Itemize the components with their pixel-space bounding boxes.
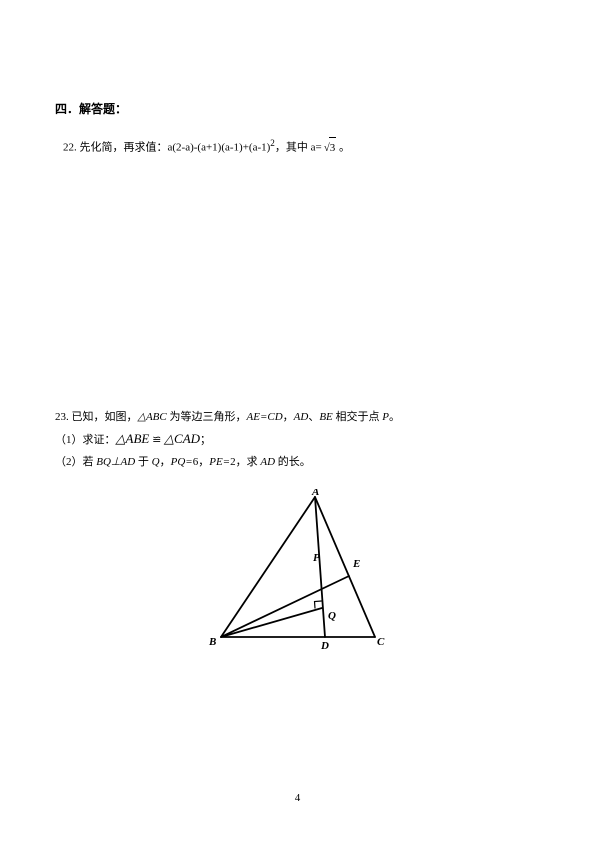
figure-container: A B C D E P Q	[55, 489, 540, 663]
problem-22: 22. 先化简，再求值：a(2-a)-(a+1)(a-1)+(a-1)2，其中 …	[63, 135, 540, 159]
triangle-figure: A B C D E P Q	[203, 489, 393, 663]
t: 于	[135, 456, 152, 468]
t: △ABC	[138, 411, 167, 423]
problem-23: 23. 已知，如图，△ABC 为等边三角形，AE=CD，AD、BE 相交于点 P…	[55, 407, 540, 473]
t: 为等边三角形，	[167, 411, 247, 423]
t: 相交于点	[333, 411, 383, 423]
t: BE	[319, 411, 332, 423]
t: 6，	[193, 456, 210, 468]
svg-text:P: P	[313, 552, 320, 564]
t: AD	[260, 456, 275, 468]
t: （1）求证：	[55, 434, 116, 446]
q22-prefix: 22. 先化简，再求值：a(2-a)-(a+1)(a-1)+(a-1)	[63, 142, 270, 154]
svg-text:D: D	[320, 640, 329, 652]
t: AE=CD	[247, 411, 283, 423]
q22-suffix: 。	[336, 142, 350, 154]
t: 、	[308, 411, 319, 423]
answer-gap	[55, 167, 540, 407]
svg-text:C: C	[377, 636, 385, 648]
t: PQ=	[171, 456, 193, 468]
q23-line3: （2）若 BQ⊥AD 于 Q，PQ=6，PE=2，求 AD 的长。	[55, 452, 540, 473]
t: ，	[160, 456, 171, 468]
t: ，	[283, 411, 294, 423]
svg-text:Q: Q	[328, 610, 336, 622]
page-number: 4	[0, 792, 595, 804]
t: △ABE	[116, 431, 150, 446]
t: 23. 已知，如图，	[55, 411, 138, 423]
t: 。	[389, 411, 400, 423]
t: BQ⊥AD	[96, 456, 135, 468]
q22-sqrt: 3	[322, 137, 337, 159]
t: PE=	[209, 456, 230, 468]
svg-text:E: E	[352, 558, 360, 570]
svg-text:A: A	[311, 489, 319, 498]
q23-line1: 23. 已知，如图，△ABC 为等边三角形，AE=CD，AD、BE 相交于点 P…	[55, 407, 540, 428]
svg-text:B: B	[208, 636, 216, 648]
q22-sqrt-arg: 3	[329, 137, 337, 159]
t: 的长。	[275, 456, 311, 468]
t: 2，求	[230, 456, 260, 468]
t: ；	[200, 434, 211, 446]
q23-line2: （1）求证：△ABE ≌ △CAD；	[55, 427, 540, 452]
t: （2）若	[55, 456, 96, 468]
t: P	[382, 411, 389, 423]
t: △CAD	[164, 431, 200, 446]
q22-mid: ，其中 a=	[275, 142, 322, 154]
t: AD	[294, 411, 309, 423]
section-title: 四．解答题：	[55, 100, 540, 117]
t: ≌	[149, 434, 164, 446]
t: Q	[152, 456, 160, 468]
